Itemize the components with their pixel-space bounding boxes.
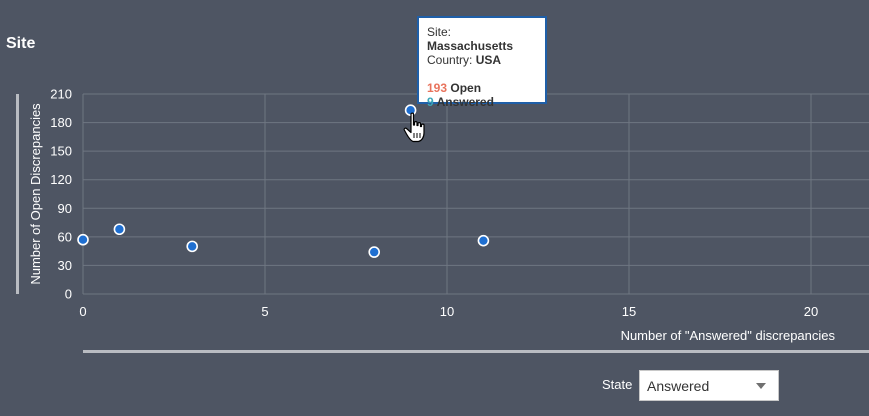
y-tick-label: 60	[58, 229, 72, 244]
y-axis-rule	[16, 94, 19, 294]
x-tick-label: 15	[622, 304, 636, 319]
tooltip-open-line: 193 Open	[427, 81, 537, 95]
tooltip-open-count: 193	[427, 81, 448, 95]
y-tick-label: 0	[65, 287, 72, 302]
x-tick-label: 10	[440, 304, 454, 319]
state-filter-label: State	[602, 377, 633, 392]
x-tick-label: 0	[79, 304, 86, 319]
x-tick-label: 20	[804, 304, 818, 319]
scatter-point[interactable]	[113, 223, 126, 236]
grid-layer	[82, 93, 869, 295]
tooltip-country-label: Country:	[427, 53, 476, 67]
data-points	[77, 104, 490, 258]
scatter-point[interactable]	[77, 233, 89, 246]
tooltip-site-value: Massachusetts	[427, 39, 514, 53]
y-tick-label: 180	[50, 115, 72, 130]
y-tick-label: 90	[58, 201, 72, 216]
tooltip-answered-label: Answered	[433, 95, 494, 109]
y-tick-label: 150	[50, 144, 72, 159]
tooltip-country-line: Country: USA	[427, 53, 537, 67]
y-tick-label: 30	[58, 258, 72, 273]
chevron-down-icon	[756, 383, 766, 389]
x-tick-labels: 0 5 10 15 20	[79, 304, 818, 319]
tooltip-open-label: Open	[447, 81, 482, 95]
page-title: Site	[6, 35, 36, 52]
tooltip-site-label: Site:	[427, 25, 452, 39]
y-tick-labels: 0 30 60 90 120 150 180 210	[50, 87, 72, 302]
y-axis-title: Number of Open Discrepancies	[28, 103, 43, 285]
x-tick-label: 5	[261, 304, 268, 319]
tooltip-answered-count: 9	[427, 95, 434, 109]
bottom-rule	[83, 350, 869, 353]
hand-pointer-icon	[403, 112, 425, 143]
state-select-value: Answered	[647, 378, 710, 394]
point-tooltip: Site: Massachusetts Country: USA 193 Ope…	[417, 16, 547, 109]
scatter-point[interactable]	[368, 246, 381, 258]
tooltip-site-line: Site: Massachusetts	[427, 25, 537, 53]
tooltip-country-value: USA	[475, 53, 502, 67]
y-tick-label: 120	[50, 172, 72, 187]
scatter-point[interactable]	[186, 240, 198, 253]
state-select[interactable]: Answered	[639, 370, 779, 401]
y-tick-label: 210	[50, 87, 72, 102]
scatter-point[interactable]	[477, 234, 490, 247]
x-axis-title: Number of "Answered" discrepancies	[621, 328, 836, 343]
scatter-chart: 0 30 60 90 120 150 180 210 0 5 10 15 20 Number of O…	[28, 87, 869, 343]
tooltip-answered-line: 9 Answered	[427, 95, 537, 109]
